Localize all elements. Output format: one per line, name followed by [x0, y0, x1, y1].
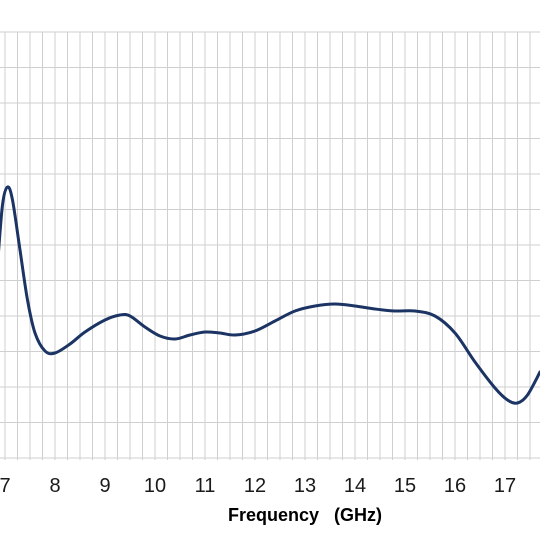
x-tick-label: 8 — [49, 475, 60, 497]
x-tick-label: 7 — [0, 475, 11, 497]
x-tick-label: 10 — [144, 475, 166, 497]
x-tick-label: 14 — [344, 475, 366, 497]
series-line-1 — [0, 187, 540, 403]
x-axis-title: Frequency (GHz) — [228, 505, 382, 525]
series-layer — [0, 187, 540, 403]
x-tick-label: 17 — [494, 475, 516, 497]
x-tick-labels: 7 8 9 10 11 12 13 14 15 16 17 — [0, 475, 516, 497]
x-tick-label: 12 — [244, 475, 266, 497]
x-tick-label: 13 — [294, 475, 316, 497]
x-tick-label: 15 — [394, 475, 416, 497]
grid — [0, 32, 540, 460]
x-tick-label: 11 — [195, 475, 216, 497]
x-tick-label: 16 — [444, 475, 466, 497]
x-tick-label: 9 — [99, 475, 110, 497]
